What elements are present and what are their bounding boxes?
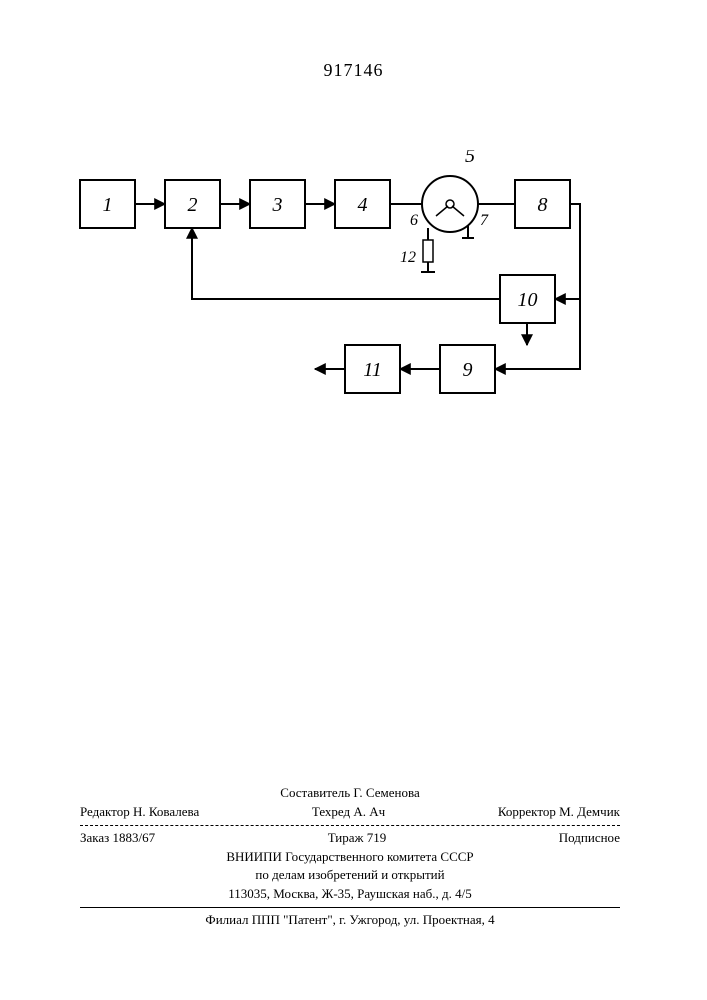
svg-text:3: 3 xyxy=(272,194,283,216)
org-line-1: ВНИИПИ Государственного комитета СССР xyxy=(80,848,620,867)
address-1: 113035, Москва, Ж-35, Раушская наб., д. … xyxy=(80,885,620,904)
order-row: Заказ 1883/67 Тираж 719 Подписное xyxy=(80,829,620,848)
org-line-2: по делам изобретений и открытий xyxy=(80,866,620,885)
compiler-line: Составитель Г. Семенова xyxy=(80,784,620,803)
svg-text:11: 11 xyxy=(363,359,382,381)
credits-row: Редактор Н. Ковалева Техред А. Ач Коррек… xyxy=(80,803,620,822)
svg-text:10: 10 xyxy=(518,289,538,311)
corrector: Корректор М. Демчик xyxy=(498,803,620,822)
tirazh: Тираж 719 xyxy=(328,829,387,848)
order-number: Заказ 1883/67 xyxy=(80,829,155,848)
branch-line: Филиал ППП "Патент", г. Ужгород, ул. Про… xyxy=(80,911,620,930)
editor: Редактор Н. Ковалева xyxy=(80,803,199,822)
svg-text:7: 7 xyxy=(480,212,489,229)
svg-text:1: 1 xyxy=(103,194,113,216)
svg-text:12: 12 xyxy=(400,249,416,266)
svg-text:5: 5 xyxy=(465,150,475,167)
tech: Техред А. Ач xyxy=(312,803,385,822)
document-number: 917146 xyxy=(0,60,707,81)
footer-block: Составитель Г. Семенова Редактор Н. Кова… xyxy=(80,784,620,930)
page: 917146 123456789101112 Составитель Г. Се… xyxy=(0,0,707,1000)
subscription: Подписное xyxy=(559,829,620,848)
divider-2 xyxy=(80,907,620,908)
svg-text:2: 2 xyxy=(188,194,198,216)
svg-text:8: 8 xyxy=(538,194,548,216)
block-diagram: 123456789101112 xyxy=(70,150,630,450)
svg-text:6: 6 xyxy=(410,212,418,229)
divider-1 xyxy=(80,825,620,826)
svg-text:9: 9 xyxy=(463,359,473,381)
svg-text:4: 4 xyxy=(358,194,368,216)
